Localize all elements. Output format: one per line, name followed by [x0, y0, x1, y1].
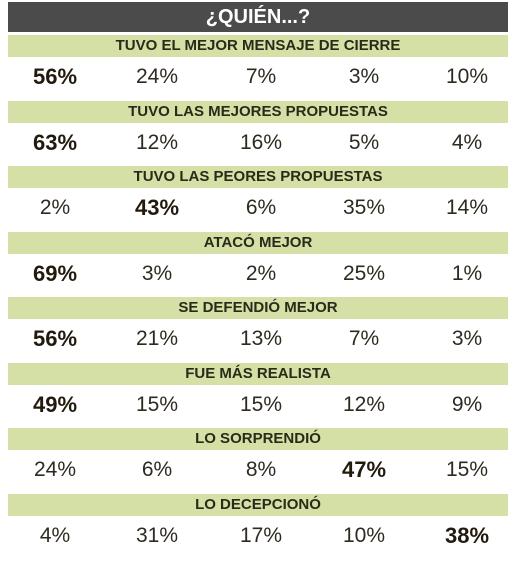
percentage: 43%	[134, 195, 180, 220]
percentage: 49%	[32, 391, 78, 417]
percentage: 56%	[32, 326, 78, 351]
percentage: 8%	[245, 458, 277, 481]
section-label: FUE MÁS REALISTA	[8, 362, 508, 385]
percentage: 7%	[245, 65, 277, 88]
percentage: 21%	[135, 327, 179, 350]
section-label: ATACÓ MEJOR	[8, 231, 508, 254]
section-label: LO SORPRENDIÓ	[8, 428, 508, 450]
percentage: 12%	[135, 130, 179, 154]
header-title: ¿QUIÉN...?	[8, 2, 508, 32]
percentage: 7%	[348, 327, 380, 350]
percentage: 12%	[342, 392, 386, 416]
percentage: 31%	[135, 523, 179, 547]
percentage: 2%	[39, 196, 71, 219]
percentage: 13%	[239, 327, 283, 350]
percentage: 4%	[451, 130, 483, 154]
percentage: 4%	[39, 523, 71, 547]
percentage: 5%	[348, 130, 380, 154]
percentage: 15%	[239, 392, 283, 416]
percentage: 15%	[445, 458, 489, 481]
percentage: 35%	[342, 196, 386, 219]
percentage: 10%	[445, 65, 489, 88]
percentage: 10%	[342, 523, 386, 547]
percentage: 14%	[445, 196, 489, 219]
percentage: 3%	[451, 327, 483, 350]
percentage: 3%	[348, 65, 380, 88]
percentage: 24%	[135, 65, 179, 88]
percentage: 17%	[239, 523, 283, 547]
percentage: 6%	[141, 458, 173, 481]
percentage: 2%	[245, 261, 277, 285]
percentage: 9%	[451, 392, 483, 416]
percentage: 3%	[141, 261, 173, 285]
percentage: 56%	[32, 64, 78, 89]
percentage: 1%	[451, 261, 483, 285]
percentage: 6%	[245, 196, 277, 219]
percentage: 24%	[33, 458, 77, 481]
percentage: 47%	[341, 457, 387, 482]
percentage: 63%	[32, 129, 78, 155]
section-label: SE DEFENDIÓ MEJOR	[8, 297, 508, 319]
section-label: LO DECEPCIONÓ	[8, 493, 508, 516]
percentage: 69%	[32, 260, 78, 286]
percentage: 38%	[444, 522, 490, 548]
section-label: TUVO LAS MEJORES PROPUESTAS	[8, 100, 508, 123]
percentage: 25%	[342, 261, 386, 285]
percentage: 15%	[135, 392, 179, 416]
percentage: 16%	[239, 130, 283, 154]
section-label: TUVO LAS PEORES PROPUESTAS	[8, 166, 508, 188]
section-label: TUVO EL MEJOR MENSAJE DE CIERRE	[8, 35, 508, 57]
